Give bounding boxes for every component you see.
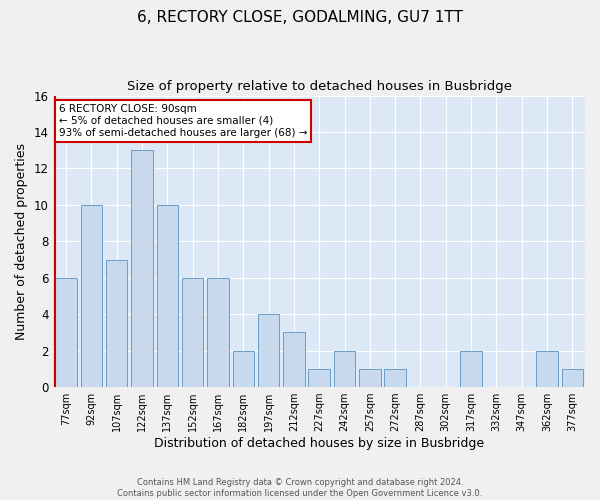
Bar xyxy=(106,260,127,387)
Bar xyxy=(283,332,305,387)
Bar xyxy=(536,350,558,387)
Bar xyxy=(131,150,153,387)
Bar xyxy=(182,278,203,387)
Bar xyxy=(359,369,380,387)
Bar xyxy=(385,369,406,387)
Bar xyxy=(207,278,229,387)
Bar xyxy=(562,369,583,387)
Bar xyxy=(157,205,178,387)
Text: 6, RECTORY CLOSE, GODALMING, GU7 1TT: 6, RECTORY CLOSE, GODALMING, GU7 1TT xyxy=(137,10,463,25)
Bar xyxy=(334,350,355,387)
X-axis label: Distribution of detached houses by size in Busbridge: Distribution of detached houses by size … xyxy=(154,437,484,450)
Y-axis label: Number of detached properties: Number of detached properties xyxy=(15,143,28,340)
Text: Contains HM Land Registry data © Crown copyright and database right 2024.
Contai: Contains HM Land Registry data © Crown c… xyxy=(118,478,482,498)
Bar xyxy=(308,369,330,387)
Text: 6 RECTORY CLOSE: 90sqm
← 5% of detached houses are smaller (4)
93% of semi-detac: 6 RECTORY CLOSE: 90sqm ← 5% of detached … xyxy=(59,104,307,138)
Bar xyxy=(55,278,77,387)
Title: Size of property relative to detached houses in Busbridge: Size of property relative to detached ho… xyxy=(127,80,512,93)
Bar xyxy=(258,314,280,387)
Bar xyxy=(233,350,254,387)
Bar xyxy=(460,350,482,387)
Bar xyxy=(80,205,102,387)
